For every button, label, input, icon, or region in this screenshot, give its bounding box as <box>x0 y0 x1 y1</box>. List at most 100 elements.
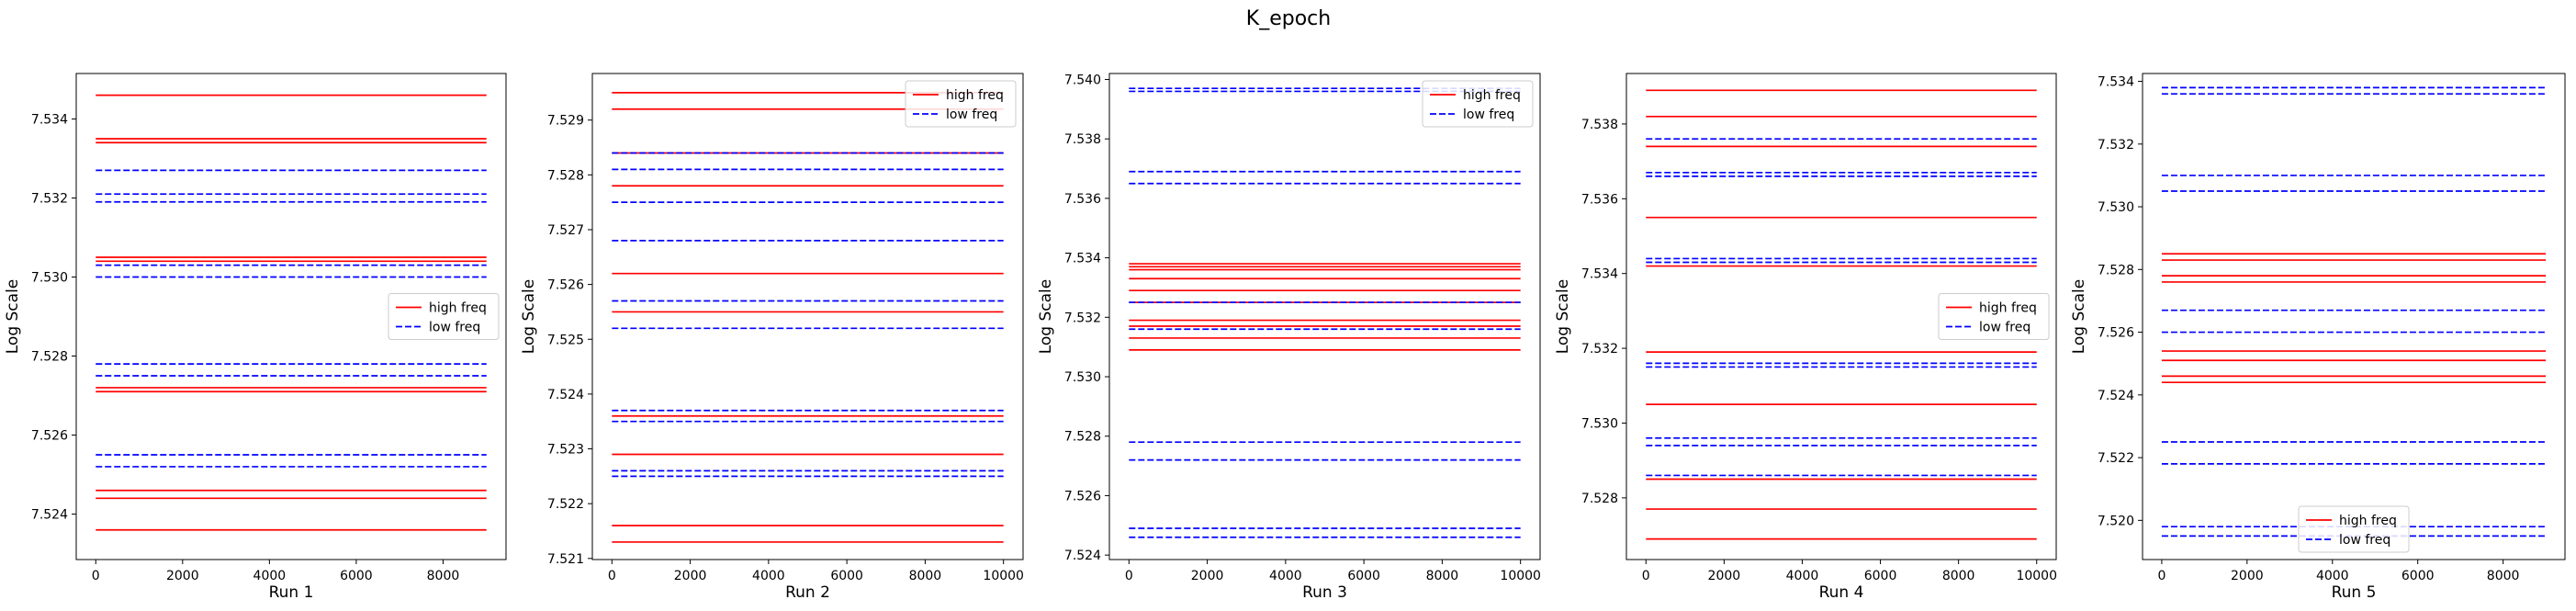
y-tick-label: 7.528 <box>2098 263 2134 277</box>
legend-label: high freq <box>2339 514 2397 528</box>
subplot-1: 0 2000 4000 6000 8000 7.524 7.526 7.528 7.530 7.5… <box>4 73 507 602</box>
y-tick-label: 7.524 <box>1064 549 1101 563</box>
axes-frame <box>1108 73 1541 560</box>
series-high-freq <box>612 92 1004 543</box>
x-tick-label: 8000 <box>1426 569 1459 583</box>
y-tick-label: 7.530 <box>2098 200 2134 215</box>
y-axis-label: Log Scale <box>2070 279 2088 355</box>
y-tick-label: 7.528 <box>547 168 584 183</box>
x-axis-label: Run 3 <box>1302 583 1347 602</box>
y-tick-label: 7.534 <box>1064 252 1101 266</box>
axes-frame <box>75 73 507 560</box>
x-tick-label: 6000 <box>830 569 863 583</box>
y-tick-label: 7.523 <box>547 443 584 458</box>
legend-box <box>1938 293 2050 340</box>
legend-label: high freq <box>1463 88 1521 103</box>
x-tick-label: 0 <box>1125 569 1133 583</box>
legend-label: high freq <box>946 88 1004 103</box>
y-tick-label: 7.524 <box>547 388 584 402</box>
subplot-5: 0 2000 4000 6000 8000 7.520 7.522 7.524 7.526 7.5… <box>2070 73 2566 602</box>
y-tick-label: 7.527 <box>547 223 584 238</box>
legend: high freq low freq <box>1422 80 1534 128</box>
y-tick-label: 7.526 <box>547 278 584 293</box>
y-axis-label: Log Scale <box>4 279 22 355</box>
axes-frame <box>2142 73 2566 560</box>
y-tick-label: 7.530 <box>1064 370 1101 385</box>
legend-label: low freq <box>946 107 997 122</box>
legend-label: high freq <box>1979 301 2037 316</box>
y-tick-label: 7.528 <box>1064 430 1101 445</box>
x-axis-label: Run 2 <box>785 583 830 602</box>
x-tick-label: 6000 <box>1864 569 1897 583</box>
legend-label: low freq <box>429 321 480 335</box>
x-tick-label: 10000 <box>1500 569 1541 583</box>
legend-box <box>388 293 500 340</box>
y-tick-label: 7.534 <box>2098 75 2134 90</box>
subplot-2: 0 2000 4000 6000 8000 10000 7.521 7.522 7.523 7.5… <box>520 73 1024 602</box>
x-tick-label: 6000 <box>1347 569 1380 583</box>
y-tick-label: 7.522 <box>2098 451 2134 466</box>
y-tick-label: 7.526 <box>2098 326 2134 341</box>
x-tick-label: 8000 <box>2487 569 2520 583</box>
x-axis-label: Run 4 <box>1819 583 1864 602</box>
y-tick-label: 7.530 <box>1581 416 1618 431</box>
x-tick-label: 10000 <box>2016 569 2057 583</box>
legend-box <box>1422 80 1534 128</box>
series-low-freq <box>2161 86 2547 537</box>
y-tick-label: 7.532 <box>2098 138 2134 153</box>
y-tick-label: 7.534 <box>1581 267 1618 282</box>
series-high-freq <box>1646 89 2037 540</box>
y-axis-label: Log Scale <box>1554 279 1572 355</box>
series-high-freq <box>96 94 487 531</box>
x-tick-label: 0 <box>1642 569 1650 583</box>
y-tick-label: 7.532 <box>1581 342 1618 356</box>
series-low-freq <box>96 169 487 468</box>
legend-label: low freq <box>1463 107 1514 122</box>
legend-label: high freq <box>429 301 487 316</box>
legend-box <box>2298 505 2410 553</box>
legend-label: low freq <box>1979 321 2030 335</box>
legend-box <box>905 80 1017 128</box>
y-tick-label: 7.532 <box>31 191 68 206</box>
y-tick-label: 7.528 <box>1581 492 1618 506</box>
x-tick-label: 4000 <box>1269 569 1302 583</box>
y-tick-label: 7.528 <box>31 350 68 365</box>
y-tick-label: 7.529 <box>547 114 584 129</box>
x-tick-label: 2000 <box>2231 569 2264 583</box>
y-tick-label: 7.522 <box>547 497 584 512</box>
legend: high freq low freq <box>905 80 1017 128</box>
y-tick-label: 7.538 <box>1064 132 1101 147</box>
x-tick-label: 2000 <box>166 569 199 583</box>
y-tick-label: 7.526 <box>31 429 68 444</box>
x-tick-label: 4000 <box>1786 569 1819 583</box>
x-tick-label: 4000 <box>2316 569 2349 583</box>
y-tick-label: 7.538 <box>1581 118 1618 132</box>
legend: high freq low freq <box>388 293 500 340</box>
series-low-freq <box>612 152 1004 478</box>
y-axis-label: Log Scale <box>520 279 538 355</box>
x-tick-label: 8000 <box>1942 569 1975 583</box>
x-tick-label: 2000 <box>1191 569 1224 583</box>
y-tick-label: 7.520 <box>2098 514 2134 528</box>
legend: high freq low freq <box>1938 293 2050 340</box>
y-axis-label: Log Scale <box>1037 279 1055 355</box>
series-low-freq <box>1129 87 1521 538</box>
legend: high freq low freq <box>2298 505 2410 553</box>
y-tick-label: 7.536 <box>1581 192 1618 207</box>
legend-label: low freq <box>2339 533 2390 548</box>
x-tick-label: 6000 <box>340 569 373 583</box>
y-tick-label: 7.534 <box>31 112 68 127</box>
x-tick-label: 2000 <box>674 569 707 583</box>
x-tick-label: 0 <box>92 569 100 583</box>
series-high-freq <box>1129 263 1521 351</box>
x-tick-label: 0 <box>608 569 616 583</box>
subplot-4: 0 2000 4000 6000 8000 10000 7.528 7.530 7.532 7.5… <box>1554 73 2057 602</box>
x-tick-label: 6000 <box>2402 569 2435 583</box>
axes-frame <box>591 73 1024 560</box>
x-axis-label: Run 1 <box>269 583 314 602</box>
y-tick-label: 7.524 <box>2098 389 2134 403</box>
x-tick-label: 4000 <box>752 569 785 583</box>
x-tick-label: 8000 <box>909 569 942 583</box>
series-high-freq <box>2161 253 2547 384</box>
y-tick-label: 7.526 <box>1064 489 1101 504</box>
